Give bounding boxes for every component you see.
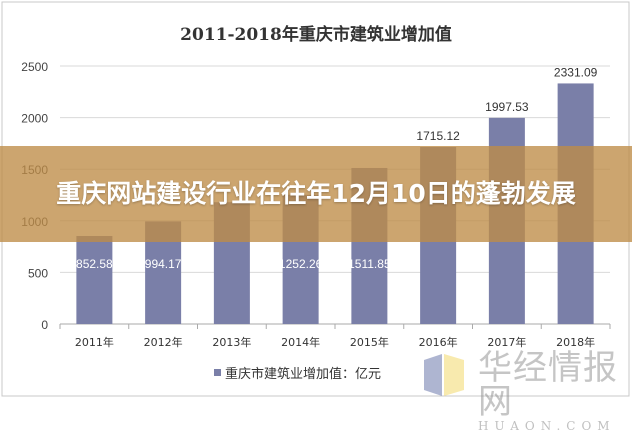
y-tick-label: 2000 [21,112,48,126]
data-label: 2331.09 [554,65,598,79]
watermark-cn: 华经情报网 [478,348,618,422]
x-tick-label: 2016年 [419,335,458,349]
bar [76,236,113,324]
y-tick-label: 2500 [21,60,48,74]
x-tick-label: 2017年 [487,335,526,349]
legend: 重庆市建筑业增加值：亿元 [214,366,381,382]
legend-swatch [214,369,221,376]
watermark-en: HUAON.COM [478,419,616,433]
data-label: 1511.85 [348,257,391,271]
x-tick-label: 2015年 [350,335,389,349]
legend-label: 重庆市建筑业增加值：亿元 [225,366,381,382]
x-tick-label: 2014年 [281,335,320,349]
chart-title: 2011-2018年重庆市建筑业增加值 [180,24,452,45]
watermark: 华经情报网 HUAON.COM [478,351,632,433]
y-tick-label: 0 [41,318,48,332]
x-tick-label: 2013年 [212,335,251,349]
data-label: 852.58 [76,257,113,271]
data-label: 994.17 [145,257,182,271]
data-label: 1252.26 [279,257,323,271]
data-label: 1997.53 [485,100,529,114]
x-tick-label: 2011年 [75,335,114,349]
watermark-logo [420,350,470,400]
x-tick-label: 2018年 [556,335,595,349]
title-banner: 重庆网站建设行业在往年12月10日的蓬勃发展 [0,146,632,242]
data-label: 1715.12 [416,129,460,143]
banner-title: 重庆网站建设行业在往年12月10日的蓬勃发展 [56,179,576,208]
y-tick-label: 500 [28,266,48,280]
x-tick-label: 2012年 [144,335,183,349]
